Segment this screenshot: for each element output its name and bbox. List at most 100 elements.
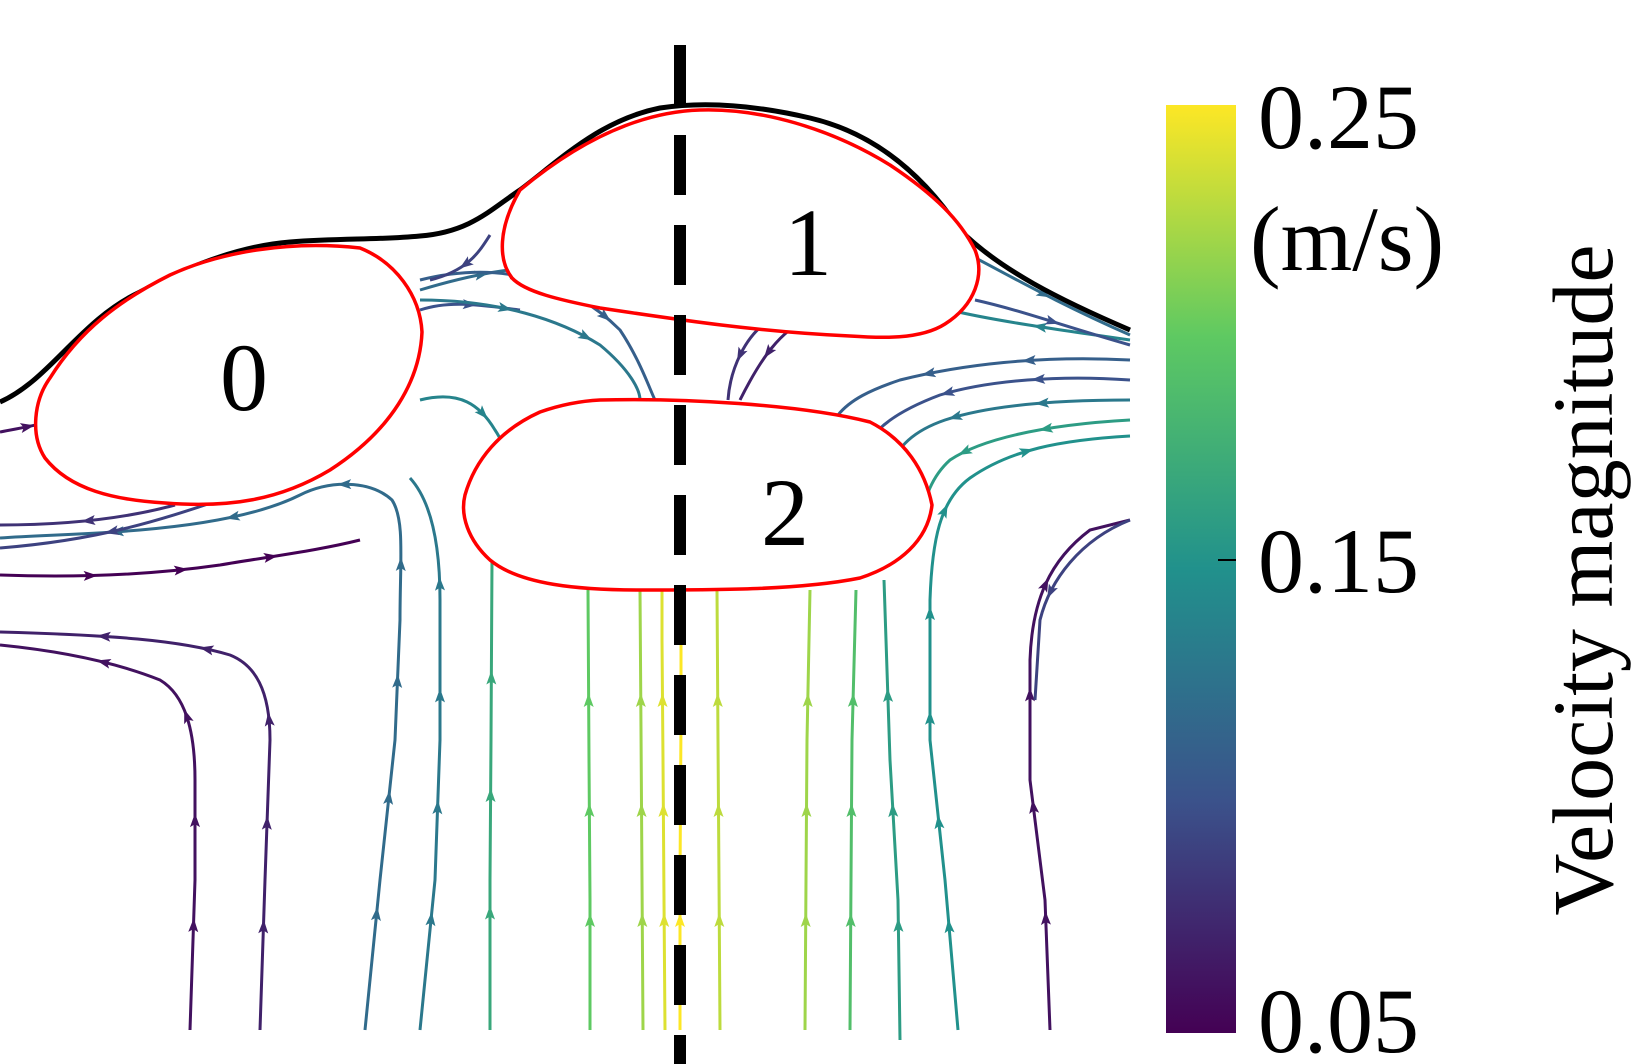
streamline-arrow bbox=[1025, 687, 1035, 702]
streamline-arrow bbox=[657, 693, 668, 708]
streamline-arrow bbox=[1040, 910, 1051, 926]
colorbar-tick-mid: 0.15 bbox=[1258, 510, 1419, 612]
bubble-0-label: 0 bbox=[220, 324, 268, 431]
colorbar-gradient bbox=[1166, 105, 1236, 1033]
streamline bbox=[586, 589, 592, 1030]
streamline-arrow bbox=[486, 670, 497, 685]
streamline-arrow bbox=[261, 815, 272, 830]
streamline-arrow bbox=[893, 917, 904, 932]
streamline bbox=[0, 538, 361, 578]
streamline-arrow bbox=[584, 802, 595, 818]
streamline-arrow bbox=[937, 503, 948, 519]
streamline-arrow bbox=[190, 813, 200, 828]
streamline-arrow bbox=[485, 905, 495, 920]
streamline bbox=[0, 643, 197, 1031]
streamline-arrow bbox=[432, 800, 443, 815]
streamline-arrow bbox=[958, 444, 973, 455]
streamline-arrow bbox=[173, 565, 189, 576]
streamline-arrow bbox=[83, 570, 98, 581]
streamline bbox=[882, 579, 902, 1041]
streamline-arrow bbox=[675, 912, 685, 927]
streamline-arrow bbox=[712, 693, 723, 708]
streamline-arrow bbox=[737, 346, 748, 362]
streamline-arrow bbox=[370, 906, 381, 922]
streamline bbox=[1028, 518, 1131, 1031]
colorbar-unit: (m/s) bbox=[1250, 188, 1444, 290]
streamline bbox=[488, 559, 494, 1030]
streamline-arrow bbox=[940, 386, 956, 396]
colorbar-tick-min: 0.05 bbox=[1258, 970, 1419, 1064]
streamline-arrow bbox=[883, 688, 894, 703]
streamline-arrow bbox=[1044, 314, 1060, 325]
streamline bbox=[836, 357, 1131, 416]
streamline-arrow bbox=[435, 688, 445, 703]
streamline-arrow bbox=[636, 802, 647, 818]
streamline-arrow bbox=[395, 557, 406, 572]
streamlines bbox=[0, 234, 1131, 1041]
streamline-arrow bbox=[596, 308, 611, 322]
streamline-arrow bbox=[801, 802, 812, 818]
streamline-arrow bbox=[921, 367, 937, 378]
streamline-arrow bbox=[1031, 373, 1046, 384]
streamline-arrow bbox=[934, 814, 945, 830]
streamline-arrow bbox=[1032, 322, 1048, 333]
streamline-arrow bbox=[81, 515, 96, 526]
streamline-arrow bbox=[184, 709, 194, 725]
streamline-arrow bbox=[925, 606, 935, 621]
streamline-arrow bbox=[888, 803, 899, 818]
streamline-arrow bbox=[763, 344, 777, 359]
colorbar-title: Velocity magnitude bbox=[1535, 244, 1631, 915]
streamline-arrow bbox=[1047, 583, 1058, 599]
streamline-arrow bbox=[1021, 355, 1037, 365]
streamline-arrow bbox=[948, 410, 964, 420]
streamline-arrow bbox=[577, 329, 593, 341]
streamline-arrow bbox=[1038, 577, 1049, 593]
bubble-0-interface bbox=[33, 243, 424, 507]
streamline-arrow bbox=[925, 710, 935, 725]
bubble-1-interface bbox=[500, 108, 981, 340]
streamline-arrow bbox=[264, 712, 275, 727]
streamline-arrow bbox=[485, 787, 496, 803]
streamline-arrow bbox=[800, 912, 811, 928]
streamline bbox=[0, 482, 403, 1031]
bubble-1-label: 1 bbox=[784, 189, 832, 296]
streamline-arrow bbox=[19, 423, 35, 433]
streamline bbox=[408, 476, 442, 1031]
colorbar-tick-max: 0.25 bbox=[1258, 66, 1419, 168]
streamline bbox=[928, 434, 1131, 1031]
streamline-arrow bbox=[434, 576, 445, 591]
streamline-arrow bbox=[635, 692, 646, 708]
streamline-arrow bbox=[392, 673, 403, 689]
streamline-arrow bbox=[459, 256, 474, 269]
streamline bbox=[0, 498, 221, 550]
streamline-arrow bbox=[425, 911, 436, 927]
streamline bbox=[660, 590, 667, 1031]
streamline-arrow bbox=[847, 692, 858, 708]
streamline-arrow bbox=[713, 803, 724, 818]
streamline-arrow bbox=[659, 913, 670, 928]
streamline-arrow bbox=[845, 912, 856, 928]
streamline bbox=[429, 234, 492, 282]
streamline bbox=[918, 418, 1131, 521]
streamline-arrow bbox=[497, 302, 513, 312]
streamline-arrow bbox=[188, 918, 199, 933]
streamline-arrow bbox=[383, 790, 394, 805]
streamline-arrow bbox=[474, 405, 488, 419]
streamline-arrow bbox=[1038, 422, 1054, 433]
streamline-arrow bbox=[1018, 448, 1034, 459]
streamline-arrow bbox=[263, 552, 278, 563]
streamline-arrow bbox=[258, 919, 269, 934]
streamline-arrow bbox=[1034, 397, 1050, 408]
streamline-arrow bbox=[225, 510, 241, 521]
streamline-arrow bbox=[585, 912, 595, 927]
bubble-2-interface bbox=[461, 397, 934, 592]
streamline bbox=[1033, 518, 1131, 701]
streamline-arrow bbox=[199, 645, 215, 656]
bubble-2-label: 2 bbox=[761, 459, 809, 566]
streamline-arrow bbox=[714, 913, 725, 928]
streamline-arrow bbox=[1029, 799, 1040, 814]
streamline bbox=[0, 630, 272, 1031]
streamline-arrow bbox=[846, 802, 857, 818]
